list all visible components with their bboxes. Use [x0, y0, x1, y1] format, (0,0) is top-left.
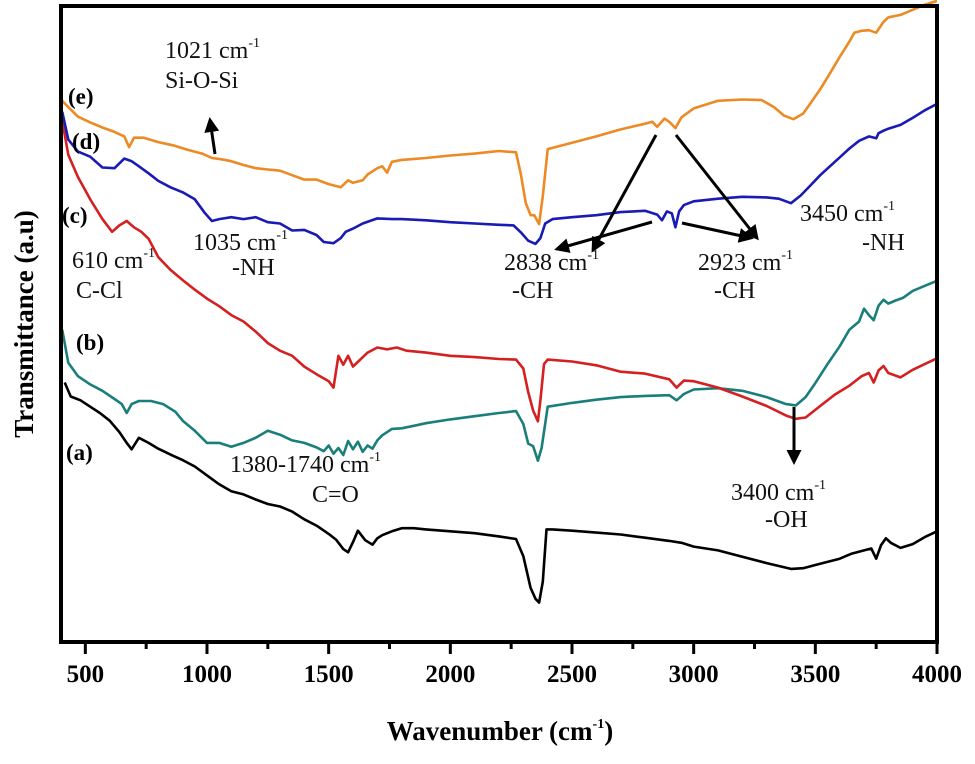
svg-text:1035 cm-1: 1035 cm-1: [193, 228, 288, 256]
annotation-co: 1380-1740 cm-1 C=O: [230, 450, 381, 508]
annotation-ch-2838: 2838 cm-1 -CH: [504, 248, 599, 304]
series-line-e: [61, 0, 938, 226]
annotation-oh: 3400 cm-1 -OH: [731, 407, 826, 533]
arrow-ch-1: [591, 134, 658, 253]
annotation-nh-3450: 3450 cm-1 -NH: [800, 199, 905, 256]
x-tick-label: 500: [67, 661, 105, 688]
y-axis-title: Transmittance (a.u): [9, 210, 39, 437]
svg-text:1380-1740 cm-1: 1380-1740 cm-1: [230, 450, 381, 478]
plot-frame: [59, 4, 939, 644]
x-tick-label: 2500: [547, 661, 597, 688]
svg-text:C-Cl: C-Cl: [76, 278, 123, 304]
svg-text:-NH: -NH: [862, 230, 905, 256]
arrow-ch-4: [681, 221, 754, 243]
svg-text:2838 cm-1: 2838 cm-1: [504, 248, 599, 276]
svg-text:C=O: C=O: [312, 482, 359, 508]
series-line-d: [60, 102, 938, 246]
annotation-ch-2923: 2923 cm-1 -CH: [698, 248, 793, 304]
svg-text:3400 cm-1: 3400 cm-1: [731, 478, 826, 506]
x-tick-label: 1000: [182, 661, 232, 688]
annotation-nh-1035: 1035 cm-1 -NH: [193, 228, 288, 281]
x-tick-label: 2000: [425, 661, 475, 688]
svg-text:1021 cm-1: 1021 cm-1: [165, 36, 260, 64]
arrow-si-o-si: [204, 117, 220, 155]
svg-text:-CH: -CH: [714, 278, 755, 304]
x-axis: 500 1000 1500 2000 2500 3000 3500 4000: [67, 642, 962, 688]
svg-text:2923 cm-1: 2923 cm-1: [698, 248, 793, 276]
x-tick-label: 4000: [912, 661, 962, 688]
svg-text:-OH: -OH: [765, 507, 808, 533]
series-layer: [60, 0, 938, 604]
svg-text:3450 cm-1: 3450 cm-1: [800, 199, 895, 227]
arrow-ch-3: [554, 220, 653, 253]
arrow-ch-2: [674, 134, 759, 241]
x-tick-label: 1500: [304, 661, 354, 688]
x-tick-label: 3000: [669, 661, 719, 688]
svg-text:-CH: -CH: [512, 278, 553, 304]
svg-text:-NH: -NH: [232, 255, 275, 281]
series-line-b: [60, 279, 938, 462]
annotation-si-o-si: 1021 cm-1 Si-O-Si: [165, 36, 260, 155]
curve-label-e: (e): [68, 84, 94, 109]
curve-label-b: (b): [76, 330, 104, 355]
curve-label-c: (c): [62, 203, 88, 228]
curve-label-d: (d): [72, 129, 100, 154]
curve-label-a: (a): [66, 440, 93, 465]
svg-text:Si-O-Si: Si-O-Si: [165, 68, 239, 94]
annotation-c-cl: 610 cm-1 C-Cl: [72, 246, 155, 304]
series-line-a: [63, 381, 938, 604]
x-tick-label: 3500: [790, 661, 840, 688]
ch-arrows: [554, 134, 759, 253]
svg-text:610 cm-1: 610 cm-1: [72, 246, 155, 274]
x-axis-title: Wavenumber (cm-1): [387, 716, 613, 746]
series-line-c: [60, 120, 938, 423]
